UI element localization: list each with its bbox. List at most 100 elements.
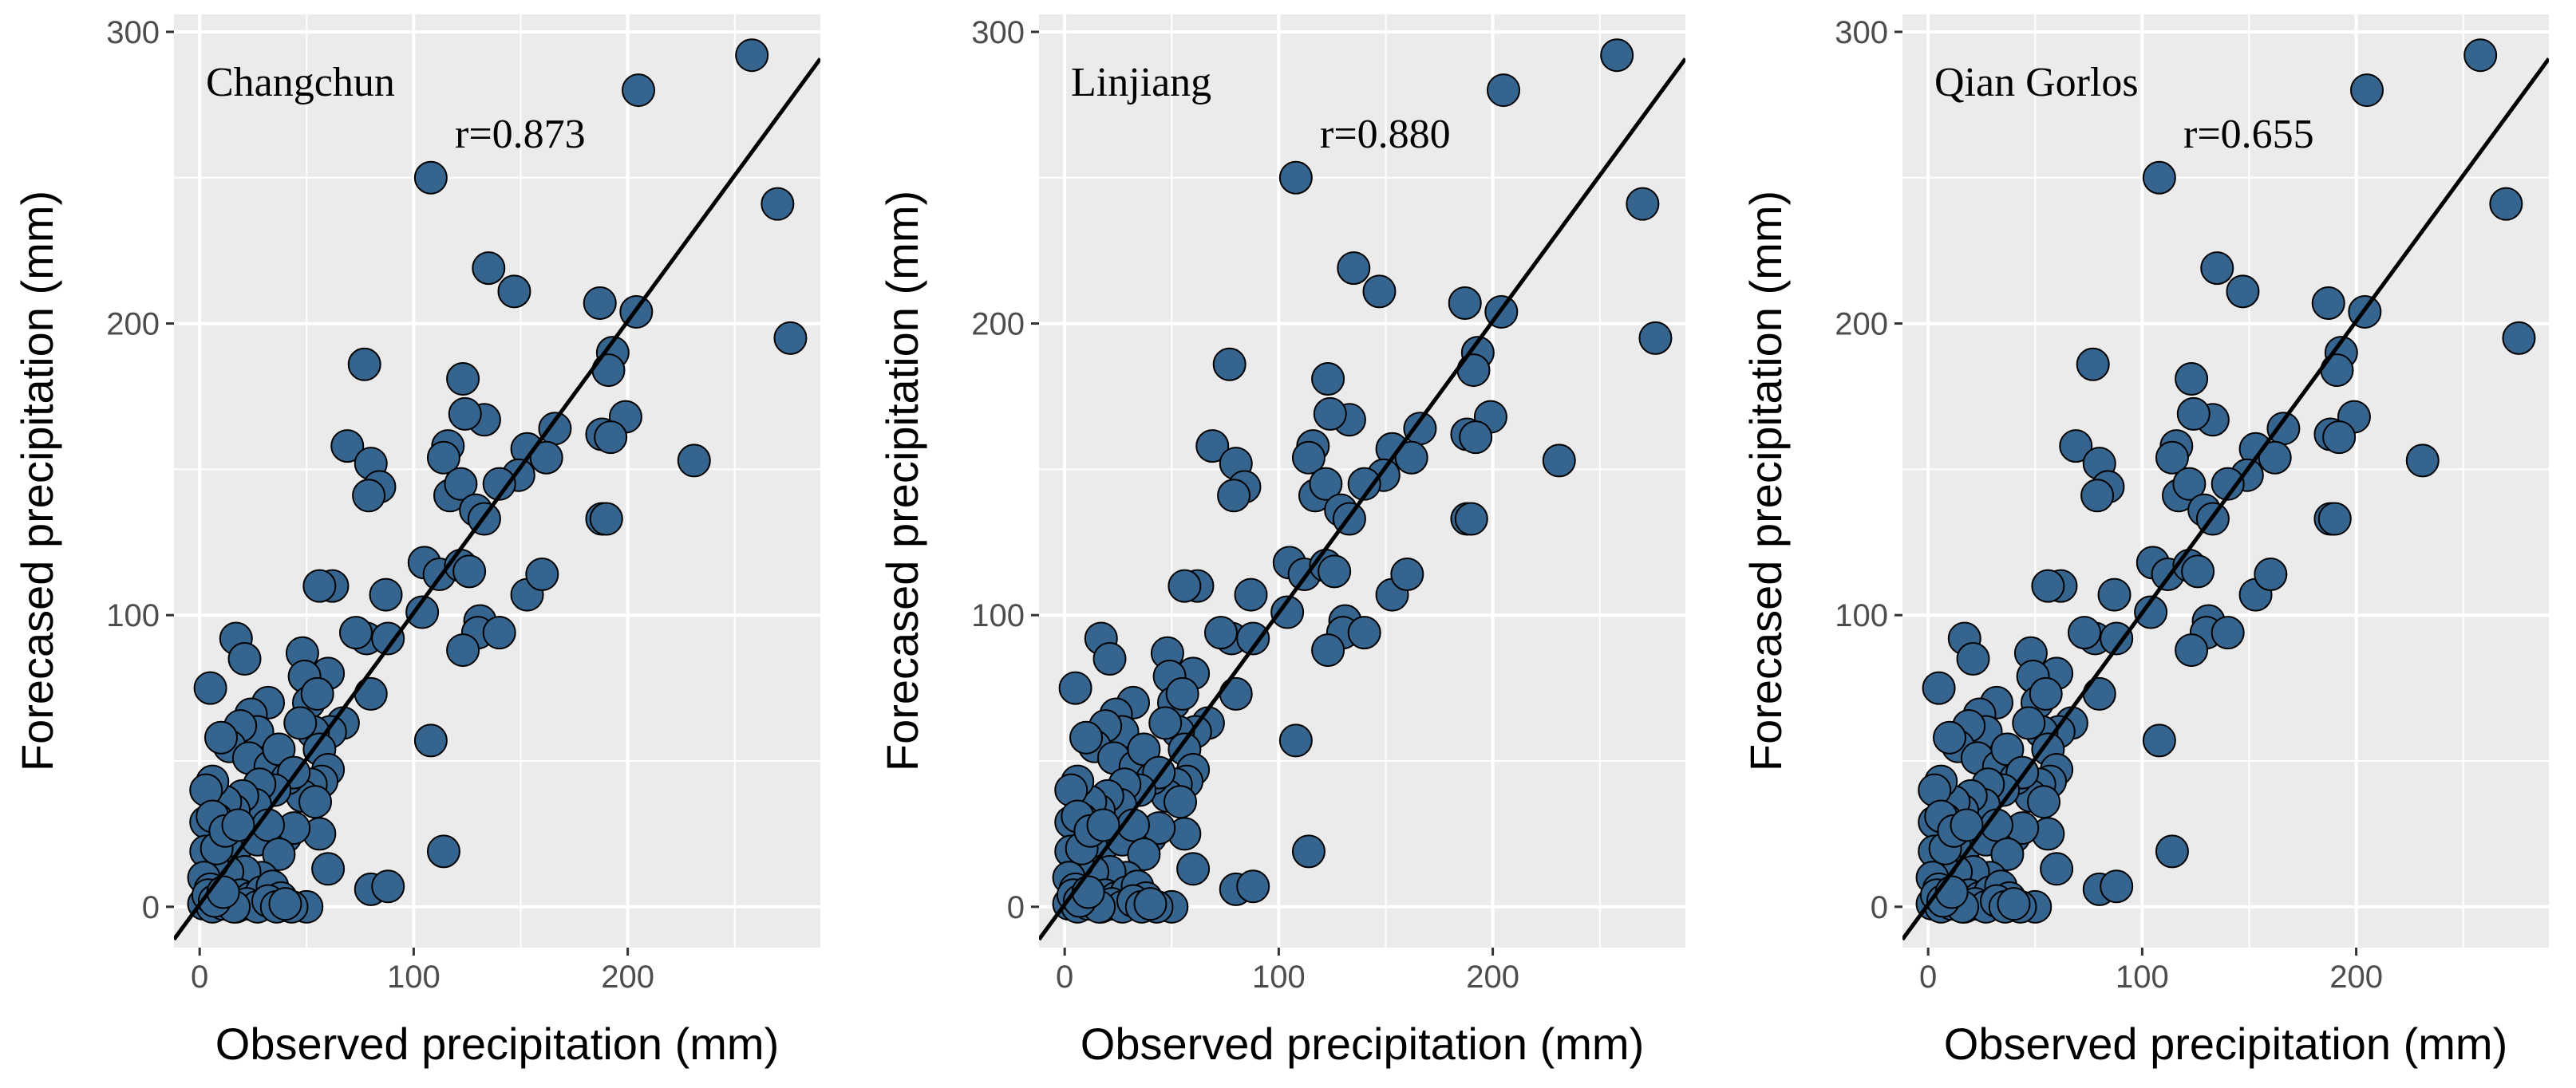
- data-point: [1394, 440, 1428, 475]
- data-point: [2175, 362, 2209, 396]
- data-point: [2181, 554, 2215, 589]
- data-point: [2076, 347, 2110, 381]
- data-point: [1487, 73, 1521, 108]
- data-point: [1212, 347, 1247, 381]
- data-point: [2082, 676, 2116, 711]
- data-point: [2059, 429, 2093, 463]
- data-point: [193, 671, 227, 705]
- data-point: [1203, 616, 1238, 650]
- data-point: [1934, 875, 1969, 909]
- data-point: [1456, 353, 1491, 388]
- data-point: [405, 595, 440, 629]
- data-point: [2029, 676, 2063, 711]
- data-point: [2134, 595, 2168, 629]
- data-point: [482, 467, 516, 501]
- data-point: [2097, 578, 2132, 612]
- data-point: [1362, 274, 1397, 309]
- data-point: [2226, 274, 2260, 309]
- y-tick-label: 0: [142, 890, 160, 925]
- data-point: [204, 720, 239, 755]
- data-point: [591, 353, 626, 388]
- data-point: [472, 251, 506, 286]
- x-tick-label: 0: [191, 960, 208, 995]
- data-point: [352, 479, 386, 513]
- data-point: [1164, 785, 1198, 819]
- data-point: [1950, 808, 1984, 842]
- y-tick-label: 200: [1835, 307, 1888, 342]
- data-point: [1133, 887, 1167, 921]
- data-point: [1278, 160, 1313, 195]
- correlation-label: r=0.880: [1320, 112, 1451, 157]
- data-point: [1638, 321, 1673, 355]
- data-point: [413, 723, 448, 758]
- x-tick-label: 200: [1466, 960, 1519, 995]
- data-point: [413, 160, 448, 195]
- data-point: [1390, 558, 1424, 591]
- fit-line-group: [1039, 57, 1685, 941]
- data-point: [2067, 616, 2101, 650]
- x-tick-label: 100: [2116, 960, 2169, 995]
- fit-line-group: [1902, 57, 2549, 941]
- data-point: [1086, 808, 1120, 842]
- x-axis-title: Observed precipitation (mm): [1081, 1019, 1644, 1069]
- data-point: [1270, 595, 1305, 629]
- data-point: [2155, 834, 2189, 869]
- data-point: [2031, 569, 2065, 603]
- data-point: [2211, 467, 2245, 501]
- data-point: [1922, 671, 1956, 705]
- data-point: [1997, 887, 2031, 921]
- data-point: [497, 274, 531, 309]
- data-point: [1309, 467, 1343, 501]
- data-point: [1337, 251, 1371, 286]
- data-point: [2176, 396, 2211, 431]
- data-point: [1542, 443, 1576, 478]
- correlation-label: r=0.655: [2183, 112, 2314, 157]
- y-tick-label: 300: [106, 15, 160, 50]
- data-point: [1071, 875, 1105, 909]
- data-point: [2405, 443, 2440, 478]
- data-point: [1291, 440, 1326, 475]
- data-point: [2211, 616, 2245, 650]
- data-point: [2175, 633, 2209, 668]
- data-point: [525, 558, 559, 591]
- data-point: [1990, 838, 2025, 871]
- y-tick-label: 100: [1835, 598, 1888, 633]
- data-point: [298, 785, 333, 819]
- data-point: [1278, 723, 1313, 758]
- correlation-label: r=0.873: [455, 112, 586, 157]
- data-point: [1347, 616, 1381, 650]
- panel-0: 0 100 200 0 100 200 300 Changchun r=0.873 Observe…: [12, 14, 820, 1069]
- data-point: [1234, 578, 1268, 612]
- data-point: [1092, 642, 1127, 676]
- data-point: [1626, 187, 1660, 221]
- data-point: [338, 616, 373, 650]
- data-point: [2350, 73, 2384, 108]
- data-point: [1600, 38, 1634, 73]
- panel-2: 0 100 200 0 100 200 300 Qian Gorlos r=0.655 Obser…: [1740, 14, 2549, 1069]
- x-axis-title: Observed precipitation (mm): [215, 1019, 779, 1069]
- data-point: [2080, 479, 2115, 513]
- x-tick-label: 0: [1919, 960, 1937, 995]
- data-point: [583, 286, 617, 320]
- data-point: [2040, 852, 2074, 886]
- data-point: [482, 616, 516, 650]
- data-point: [2254, 558, 2288, 591]
- data-point: [371, 621, 405, 656]
- fit-line-group: [174, 57, 820, 941]
- panel-title: Changchun: [206, 60, 395, 105]
- data-point: [2142, 160, 2176, 195]
- data-point: [262, 838, 296, 871]
- points-group: [187, 38, 808, 924]
- x-axis-title: Observed precipitation (mm): [1944, 1019, 2507, 1069]
- data-point: [773, 321, 808, 355]
- data-point: [529, 440, 563, 475]
- panel-1: 0 100 200 0 100 200 300 Linjiang r=0.880 Observed…: [877, 14, 1685, 1069]
- x-tick-label: 200: [601, 960, 654, 995]
- data-point: [2142, 723, 2176, 758]
- data-point: [1311, 633, 1345, 668]
- data-point: [444, 467, 478, 501]
- data-point: [1311, 362, 1345, 396]
- data-point: [594, 420, 628, 455]
- data-point: [1291, 834, 1326, 869]
